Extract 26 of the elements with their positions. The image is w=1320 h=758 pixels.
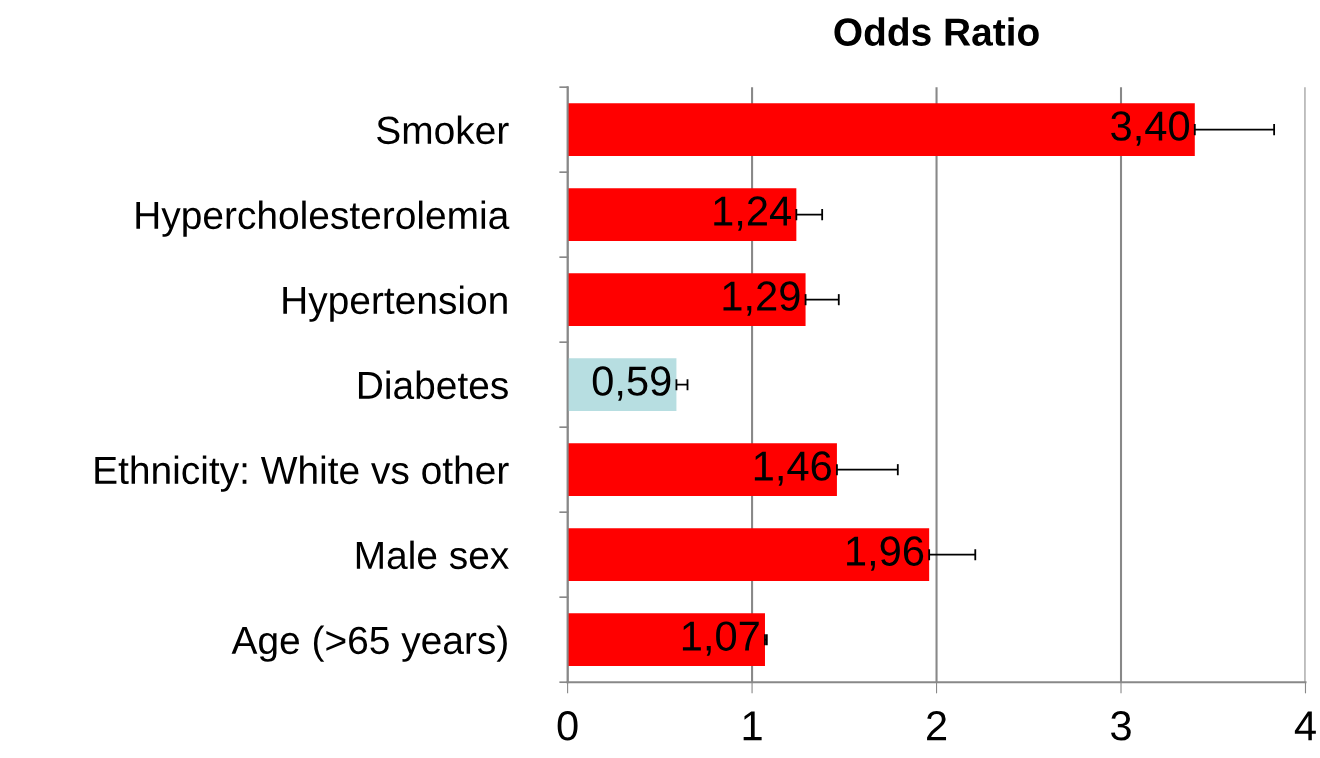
- bar: [567, 188, 797, 242]
- data-label: 3,40: [1111, 111, 1190, 146]
- bar: [567, 443, 837, 497]
- chart-title: Odds Ratio: [834, 17, 1039, 46]
- x-tick-label: 4: [1294, 711, 1316, 741]
- bar: [567, 273, 806, 327]
- data-label: 1,46: [754, 451, 831, 486]
- y-tick-label: Diabetes: [358, 370, 508, 400]
- y-tick-label: Smoker: [377, 115, 509, 145]
- bar: [567, 103, 1195, 157]
- y-tick-label: Ethnicity: White vs other: [95, 455, 509, 492]
- y-tick-label: Male sex: [356, 540, 509, 570]
- data-label: 1,96: [847, 536, 924, 571]
- y-tick-label: Hypercholesterolemia: [136, 200, 510, 237]
- y-tick-label: Age (>65 years): [231, 625, 507, 662]
- data-label: 1,07: [682, 621, 759, 656]
- y-tick-label: Hypertension: [283, 285, 507, 322]
- data-label: 0,59: [592, 366, 671, 401]
- x-tick-label: 3: [1111, 711, 1131, 741]
- data-label: 1,24: [714, 196, 791, 231]
- x-tick-label: 0: [557, 711, 578, 741]
- data-label: 1,29: [723, 281, 800, 316]
- x-tick-label: 1: [743, 711, 762, 741]
- bar: [567, 613, 765, 667]
- bar: [567, 528, 930, 582]
- x-tick-label: 2: [927, 711, 947, 741]
